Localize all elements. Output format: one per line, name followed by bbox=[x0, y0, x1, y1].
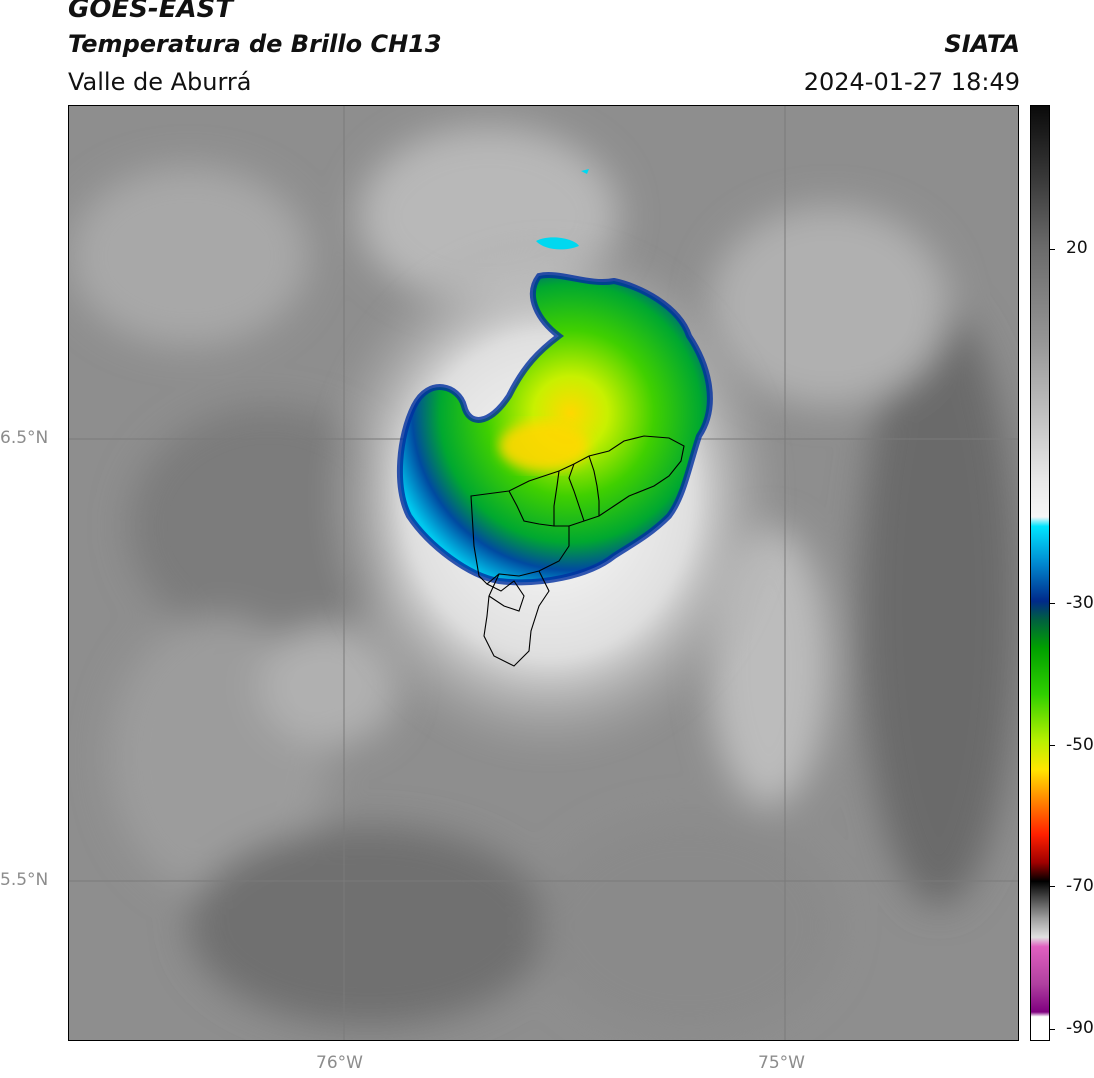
colorbar bbox=[1030, 105, 1050, 1041]
colorbar-label-minus70: -70 bbox=[1066, 876, 1094, 896]
colorbar-label-minus90: -90 bbox=[1066, 1018, 1094, 1038]
yellow-center bbox=[499, 421, 589, 471]
lon-label-76: 76°W bbox=[316, 1053, 363, 1073]
colorbar-label-minus50: -50 bbox=[1066, 735, 1094, 755]
agency-label: SIATA bbox=[944, 30, 1020, 58]
colorbar-tick-minus30 bbox=[1050, 603, 1055, 604]
colorbar-tick-minus90 bbox=[1050, 1029, 1055, 1030]
colorbar-label-minus30: -30 bbox=[1066, 593, 1094, 613]
lon-label-75: 75°W bbox=[758, 1053, 805, 1073]
cyan-speck bbox=[581, 169, 589, 174]
colorbar-tick-minus50 bbox=[1050, 745, 1055, 746]
colorbar-label-20: 20 bbox=[1066, 238, 1088, 258]
datetime-label: 2024-01-27 18:49 bbox=[803, 68, 1020, 96]
municipal-boundaries bbox=[470, 435, 685, 667]
product-title: Temperatura de Brillo CH13 bbox=[68, 30, 442, 58]
satellite-title: GOES-EAST bbox=[68, 0, 234, 24]
lat-label-5-5: 5.5°N bbox=[0, 870, 49, 890]
cyan-fragment bbox=[536, 237, 579, 250]
region-title: Valle de Aburrá bbox=[68, 68, 252, 96]
colorbar-tick-20 bbox=[1050, 249, 1055, 250]
lat-label-6-5: 6.5°N bbox=[0, 428, 49, 448]
colorbar-tick-minus70 bbox=[1050, 886, 1055, 887]
satellite-map[interactable] bbox=[68, 105, 1019, 1041]
